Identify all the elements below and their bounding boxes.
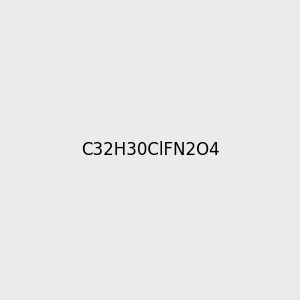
Text: C32H30ClFN2O4: C32H30ClFN2O4	[81, 141, 219, 159]
